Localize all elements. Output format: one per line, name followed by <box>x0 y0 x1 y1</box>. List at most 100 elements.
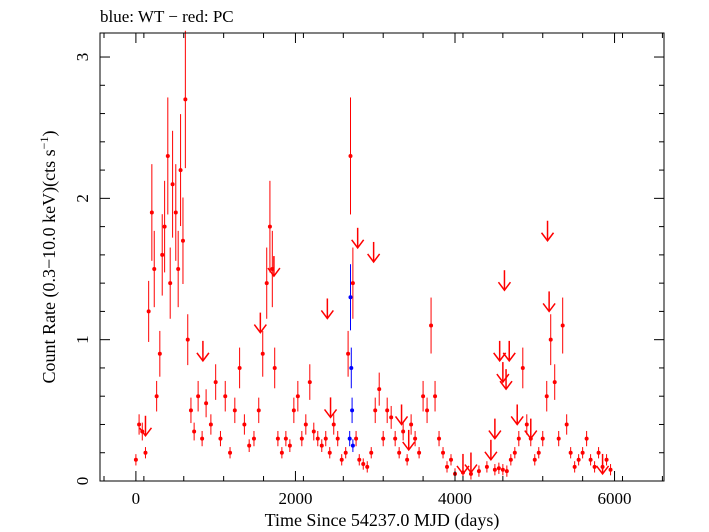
data-point-pc <box>385 408 390 413</box>
y-axis-label-end: ) <box>39 131 60 137</box>
data-point-pc <box>331 422 336 427</box>
data-point-pc <box>170 182 175 187</box>
data-point-pc <box>608 467 613 472</box>
data-point-pc <box>421 394 426 399</box>
data-point-pc <box>339 457 344 462</box>
data-point-pc <box>536 450 541 455</box>
data-point-pc <box>449 457 454 462</box>
data-point-pc <box>592 464 597 469</box>
data-point-pc <box>311 429 316 434</box>
data-point-wt <box>350 408 355 413</box>
data-point-pc <box>604 457 609 462</box>
x-axis: 0 2000 4000 6000 <box>103 33 663 508</box>
data-point-pc <box>154 394 159 399</box>
y-tick-label: 1 <box>73 335 92 344</box>
upper-limit-arrow <box>394 404 409 426</box>
data-point-pc <box>178 168 183 173</box>
data-point-pc <box>165 153 170 158</box>
data-point-pc <box>152 267 157 272</box>
data-point-pc <box>188 408 193 413</box>
y-axis: 0 1 2 3 <box>73 53 664 485</box>
data-point-pc <box>441 450 446 455</box>
data-point-pc <box>218 436 223 441</box>
data-point-pc <box>183 97 188 102</box>
data-point-pc <box>417 450 422 455</box>
data-point-wt <box>350 443 355 448</box>
data-point-pc <box>291 408 296 413</box>
data-point-pc <box>576 457 581 462</box>
upper-limit-arrow <box>502 340 516 363</box>
upper-limit-arrow <box>367 241 381 264</box>
data-point-pc <box>223 394 228 399</box>
data-point-pc <box>343 450 348 455</box>
y-axis-label-main: Count Rate (0.3−10.0 keV)(cts s <box>39 149 60 383</box>
y-tick-label: 3 <box>73 53 92 62</box>
upper-limit-arrow <box>497 270 512 292</box>
data-point-pc <box>445 464 450 469</box>
upper-limit-arrow <box>496 362 510 384</box>
upper-limit-arrow <box>540 220 555 242</box>
y-tick-label: 2 <box>73 194 92 203</box>
data-point-pc <box>476 469 481 474</box>
data-point-pc <box>437 436 442 441</box>
data-point-pc <box>162 224 167 229</box>
upper-limit-arrow <box>196 340 210 363</box>
data-point-pc <box>350 281 355 286</box>
data-point-pc <box>354 436 359 441</box>
data-point-pc <box>160 252 165 257</box>
data-point-pc <box>401 429 406 434</box>
upper-limit-arrow <box>484 439 498 462</box>
upper-limit-arrow <box>464 452 478 474</box>
data-point-pc <box>393 436 398 441</box>
data-point-pc <box>157 351 162 356</box>
upper-limit-arrow <box>402 429 416 452</box>
x-tick-label: 6000 <box>598 489 632 508</box>
data-point-wt <box>347 436 352 441</box>
upper-limit-arrow <box>510 404 524 426</box>
data-point-pc <box>176 267 181 272</box>
data-point-pc <box>468 471 473 476</box>
data-point-pc <box>560 323 565 328</box>
upper-limit-arrow <box>138 415 153 438</box>
data-point-pc <box>335 436 340 441</box>
data-point-pc <box>500 467 505 472</box>
data-point-pc <box>369 450 374 455</box>
data-point-pc <box>173 210 178 215</box>
data-point-pc <box>185 337 190 342</box>
data-point-pc <box>251 436 256 441</box>
data-point-pc <box>275 436 280 441</box>
chart-title: blue: WT − red: PC <box>100 7 234 26</box>
data-point-wt <box>348 295 353 300</box>
data-point-wt <box>349 365 354 370</box>
data-point-pc <box>196 394 201 399</box>
data-point-pc <box>580 450 585 455</box>
upper-limit-arrow <box>320 298 334 320</box>
x-tick-label: 2000 <box>278 489 312 508</box>
data-point-pc <box>168 281 173 286</box>
data-point-pc <box>272 365 277 370</box>
data-point-pc <box>200 436 205 441</box>
data-point-pc <box>348 153 353 158</box>
data-point-pc <box>247 443 252 448</box>
data-point-pc <box>361 462 366 467</box>
data-point-pc <box>137 422 142 427</box>
x-axis-label: Time Since 54237.0 MJD (days) <box>265 510 500 531</box>
upper-limit-arrow <box>323 397 338 419</box>
data-point-pc <box>516 436 521 441</box>
data-point-pc <box>213 380 218 385</box>
data-point-pc <box>323 436 328 441</box>
data-point-pc <box>413 436 418 441</box>
x-tick-label: 0 <box>132 489 141 508</box>
data-point-pc <box>524 422 529 427</box>
upper-limit-arrow <box>499 369 513 391</box>
upper-limit-arrow <box>542 291 556 313</box>
upper-limit-arrow <box>253 312 267 334</box>
data-point-pc <box>204 401 209 406</box>
data-point-pc <box>540 436 545 441</box>
data-point-pc <box>279 450 284 455</box>
data-point-pc <box>260 351 265 356</box>
data-point-pc <box>508 457 513 462</box>
data-point-pc <box>556 436 561 441</box>
data-point-pc <box>377 387 382 392</box>
